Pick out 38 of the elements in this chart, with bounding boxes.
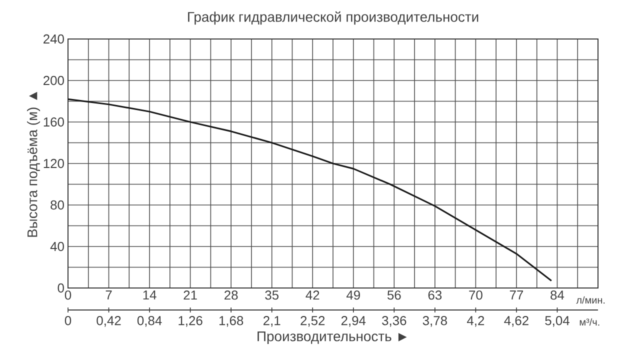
x-tick-label: 84 — [550, 290, 564, 300]
x-tick-label: 21 — [184, 290, 197, 300]
y-tick-label: 120 — [44, 158, 64, 168]
x2-tick-label: 2,94 — [341, 316, 366, 327]
x-tick-label: 0 — [64, 290, 72, 300]
x-tick-label: 77 — [510, 290, 524, 300]
y-tick-label: 0 — [58, 283, 64, 293]
x-tick-label: 28 — [224, 290, 238, 300]
x2-tick-label: 0 — [64, 316, 72, 326]
y-tick-label: 160 — [44, 117, 64, 127]
x2-tick-label: 5,04 — [545, 316, 570, 327]
x2-tick-label: 3,78 — [422, 316, 447, 327]
y-tick-label: 200 — [44, 76, 64, 86]
x2-tick-label: 4,62 — [504, 316, 528, 327]
y-tick-label: 40 — [50, 242, 64, 252]
text: л/мин. — [576, 296, 605, 304]
x-tick-label: 42 — [306, 290, 320, 300]
x2-tick-label: 0,84 — [137, 316, 162, 327]
x2-tick-label: 4,2 — [466, 316, 484, 327]
x2-tick-label: 1,68 — [219, 316, 244, 327]
x-axis-title: Производительность ► — [258, 332, 407, 344]
x2-tick-label: 3,36 — [382, 316, 406, 327]
x2-tick-label: 2,1 — [264, 316, 280, 327]
y-tick-label: 80 — [50, 200, 64, 210]
x2-tick-label: 0,42 — [96, 316, 121, 327]
x-tick-label: 49 — [346, 290, 360, 300]
x2-tick-label: 1,26 — [178, 316, 202, 327]
text: м³/ч. — [580, 318, 600, 326]
x-tick-label: 7 — [106, 290, 112, 300]
x-tick-label: 70 — [469, 290, 482, 300]
x-tick-label: 35 — [265, 290, 278, 300]
x-tick-label: 14 — [143, 290, 156, 300]
x-tick-label: 56 — [387, 290, 401, 300]
x-tick-label: 63 — [428, 290, 442, 300]
x2-tick-label: 2,52 — [300, 316, 325, 327]
y-axis-title: Высота подъёма (м) ▲ — [27, 92, 40, 237]
y-tick-label: 240 — [44, 34, 64, 44]
chart-title: График гидравлической производительности — [188, 11, 478, 25]
